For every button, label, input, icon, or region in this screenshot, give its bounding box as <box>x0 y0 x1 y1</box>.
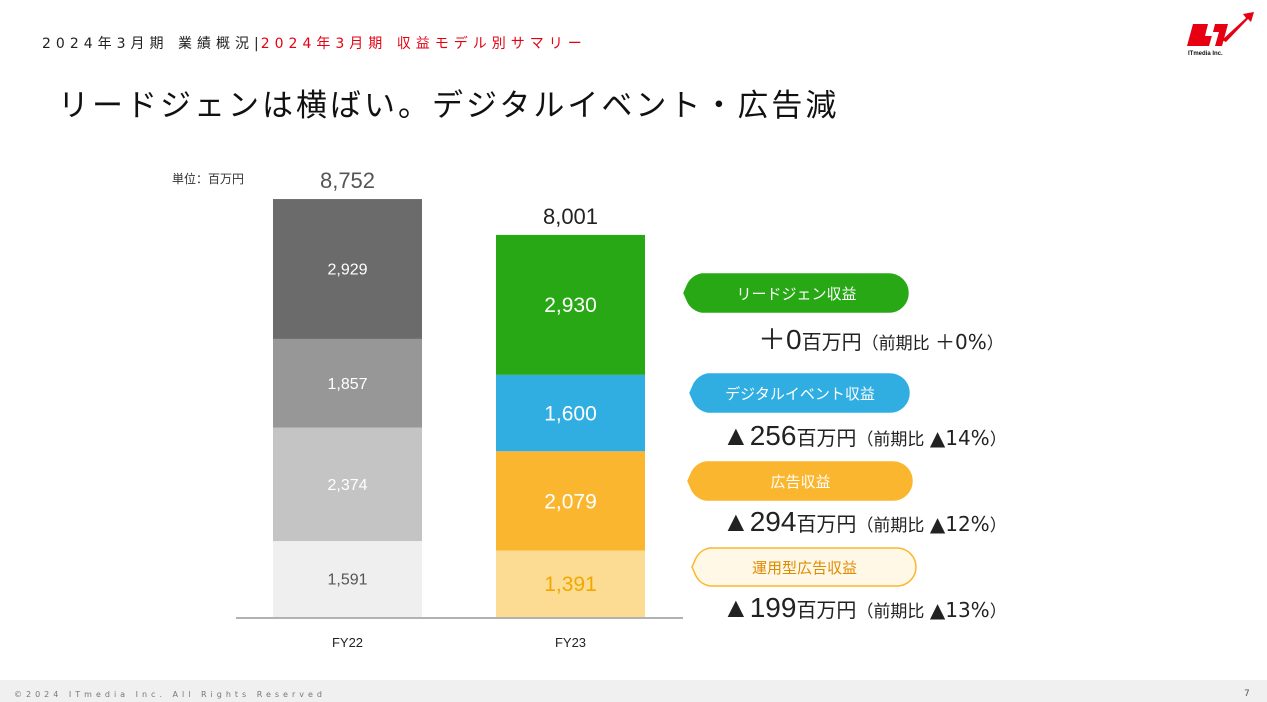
itmedia-logo-icon <box>1187 12 1254 46</box>
bar-segment <box>273 338 422 428</box>
bar-segment <box>273 541 422 617</box>
yoy-change: ▲199百万円（前期比 ▲13%） <box>722 592 1007 624</box>
bar-value-label: 2,079 <box>544 490 597 513</box>
delta-unit: 百万円 <box>796 598 857 622</box>
delta-pct: ▲12% <box>929 512 990 536</box>
delta-pct-prefix: （前期比 <box>856 430 930 450</box>
bar-value-label: 2,930 <box>544 294 597 317</box>
delta-amount: ▲199 <box>722 592 797 623</box>
bar-value-label: 1,591 <box>327 572 367 589</box>
callout-bubble: デジタルイベント収益 <box>689 373 910 413</box>
unit-label: 単位：百万円 <box>172 172 245 186</box>
bar-segment <box>496 374 645 452</box>
delta-pct-suffix: ） <box>989 430 1007 450</box>
bar-segment <box>273 427 422 542</box>
callout-label: 広告収益 <box>770 473 831 491</box>
bar-value-label: 1,857 <box>327 376 367 393</box>
delta-pct-prefix: （前期比 <box>856 516 930 536</box>
breadcrumb-separator: | <box>254 36 261 52</box>
bar-total-label: 8,752 <box>320 168 375 193</box>
page-number: 7 <box>1244 689 1250 699</box>
callout-label: 運用型広告収益 <box>751 559 857 577</box>
callout-bubble: リードジェン収益 <box>683 273 909 313</box>
delta-pct-suffix: ） <box>989 516 1007 536</box>
callout-label: デジタルイベント収益 <box>725 385 875 403</box>
delta-pct: ▲14% <box>929 426 990 450</box>
yoy-change: ▲256百万円（前期比 ▲14%） <box>722 420 1007 452</box>
delta-pct-prefix: （前期比 <box>856 602 930 622</box>
footer-bar <box>0 680 1267 702</box>
callout-label: リードジェン収益 <box>736 285 857 303</box>
yoy-change: ＋0百万円（前期比 ＋0%） <box>758 318 1004 358</box>
bar-segment <box>496 234 645 375</box>
bar-value-label: 2,929 <box>327 262 367 279</box>
delta-pct-prefix: （前期比 <box>861 334 935 354</box>
callout-bubble: 広告収益 <box>687 461 913 501</box>
delta-unit: 百万円 <box>796 512 857 536</box>
delta-pct: ＋0% <box>934 330 987 354</box>
delta-pct-suffix: ） <box>989 602 1007 622</box>
delta-amount: ＋0 <box>758 324 802 355</box>
breadcrumb-current: 2024年3月期 収益モデル別サマリー <box>260 36 587 52</box>
callout-bubble: 運用型広告収益 <box>691 547 917 587</box>
delta-amount: ▲294 <box>722 506 797 537</box>
logo-text: ITmedia Inc. <box>1188 51 1223 57</box>
page-title: リードジェンは横ばい。デジタルイベント・広告減 <box>58 88 840 124</box>
delta-pct-suffix: ） <box>986 334 1004 354</box>
bar-total-label: 8,001 <box>543 204 598 229</box>
copyright: ©2024 ITmedia Inc. All Rights Reserved <box>14 690 326 699</box>
bar-value-label: 1,600 <box>544 402 597 425</box>
x-axis-tick-label: FY22 <box>332 635 363 650</box>
bar-segment <box>496 550 645 617</box>
breadcrumb-section: 2024年3月期 業績概況 <box>42 36 254 52</box>
bar-value-label: 2,374 <box>327 477 367 494</box>
delta-pct: ▲13% <box>929 598 990 622</box>
bar-value-label: 1,391 <box>544 573 597 596</box>
bar-segment <box>496 451 645 551</box>
delta-amount: ▲256 <box>722 420 797 451</box>
delta-unit: 百万円 <box>801 330 862 354</box>
yoy-change: ▲294百万円（前期比 ▲12%） <box>722 506 1007 538</box>
stacked-bar-chart: 1,591 2,374 1,857 2,929 8,752 FY22 1,391 2,079 1… <box>236 168 683 650</box>
delta-unit: 百万円 <box>796 426 857 450</box>
bar-segment <box>273 199 422 339</box>
breadcrumb: 2024年3月期 業績概況|2024年3月期 収益モデル別サマリー <box>42 33 587 53</box>
x-axis-tick-label: FY23 <box>555 635 586 650</box>
